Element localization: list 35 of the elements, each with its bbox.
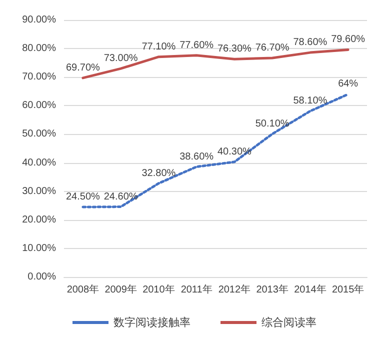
legend-label: 数字阅读接触率 xyxy=(114,316,190,329)
y-tick-label: 80.00% xyxy=(22,43,56,54)
x-tick-label: 2012年 xyxy=(218,284,251,296)
x-tick-label: 2014年 xyxy=(294,284,326,296)
data-label: 79.60% xyxy=(331,34,366,46)
data-label: 69.70% xyxy=(66,62,100,74)
x-tick-label: 2011年 xyxy=(180,284,212,296)
data-label: 24.60% xyxy=(104,191,138,202)
x-tick-label: 2010年 xyxy=(142,284,175,296)
data-label: 32.80% xyxy=(142,168,176,179)
x-tick-label: 2013年 xyxy=(256,284,288,296)
y-tick-label: 90.00% xyxy=(22,14,56,26)
data-label: 78.60% xyxy=(293,37,328,48)
data-label: 76.30% xyxy=(217,44,252,55)
data-label: 50.10% xyxy=(255,118,290,130)
y-tick-label: 0.00% xyxy=(28,272,56,282)
x-tick-label: 2009年 xyxy=(104,284,137,296)
data-label: 24.50% xyxy=(66,192,100,203)
data-label: 73.00% xyxy=(104,53,138,64)
y-tick-label: 70.00% xyxy=(22,72,56,83)
data-label: 77.10% xyxy=(142,41,176,52)
x-tick-label: 2015年 xyxy=(332,284,364,296)
legend-label: 综合阅读率 xyxy=(262,316,316,329)
y-tick-label: 40.00% xyxy=(22,157,56,168)
y-tick-label: 20.00% xyxy=(22,214,56,226)
y-tick-label: 10.00% xyxy=(22,242,56,254)
data-label: 58.10% xyxy=(293,96,328,107)
data-label: 64% xyxy=(338,78,358,90)
y-tick-label: 50.00% xyxy=(22,128,56,140)
x-tick-label: 2008年 xyxy=(66,284,100,296)
data-label: 38.60% xyxy=(180,151,214,162)
data-label: 76.70% xyxy=(255,42,290,54)
y-tick-label: 30.00% xyxy=(22,186,56,197)
y-tick-label: 60.00% xyxy=(22,100,56,112)
data-label: 77.60% xyxy=(180,40,214,51)
